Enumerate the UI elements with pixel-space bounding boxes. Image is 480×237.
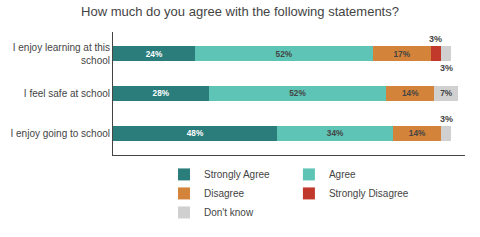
svg-text:52%: 52% [289,89,306,98]
svg-text:3%: 3% [440,114,453,124]
svg-text:Disagree: Disagree [204,188,244,199]
svg-text:I enjoy learning at thisschool: I enjoy learning at thisschool [13,42,110,66]
svg-text:3%: 3% [440,63,453,73]
svg-text:48%: 48% [187,129,204,138]
svg-text:Agree: Agree [329,169,356,180]
svg-text:17%: 17% [393,50,410,59]
svg-text:52%: 52% [276,50,293,59]
svg-text:Strongly Disagree: Strongly Disagree [329,188,409,199]
svg-text:24%: 24% [146,50,163,59]
svg-text:7%: 7% [440,89,453,98]
svg-text:28%: 28% [153,89,170,98]
svg-text:34%: 34% [327,129,344,138]
svg-text:How much do you agree with the: How much do you agree with the following… [81,4,399,19]
svg-text:Strongly Agree: Strongly Agree [204,169,270,180]
svg-text:14%: 14% [402,89,419,98]
svg-text:Don't know: Don't know [204,207,254,218]
svg-text:14%: 14% [409,129,426,138]
svg-text:I enjoy going to school: I enjoy going to school [10,128,110,139]
svg-text:I feel safe at school: I feel safe at school [24,88,110,99]
svg-text:3%: 3% [429,34,442,44]
